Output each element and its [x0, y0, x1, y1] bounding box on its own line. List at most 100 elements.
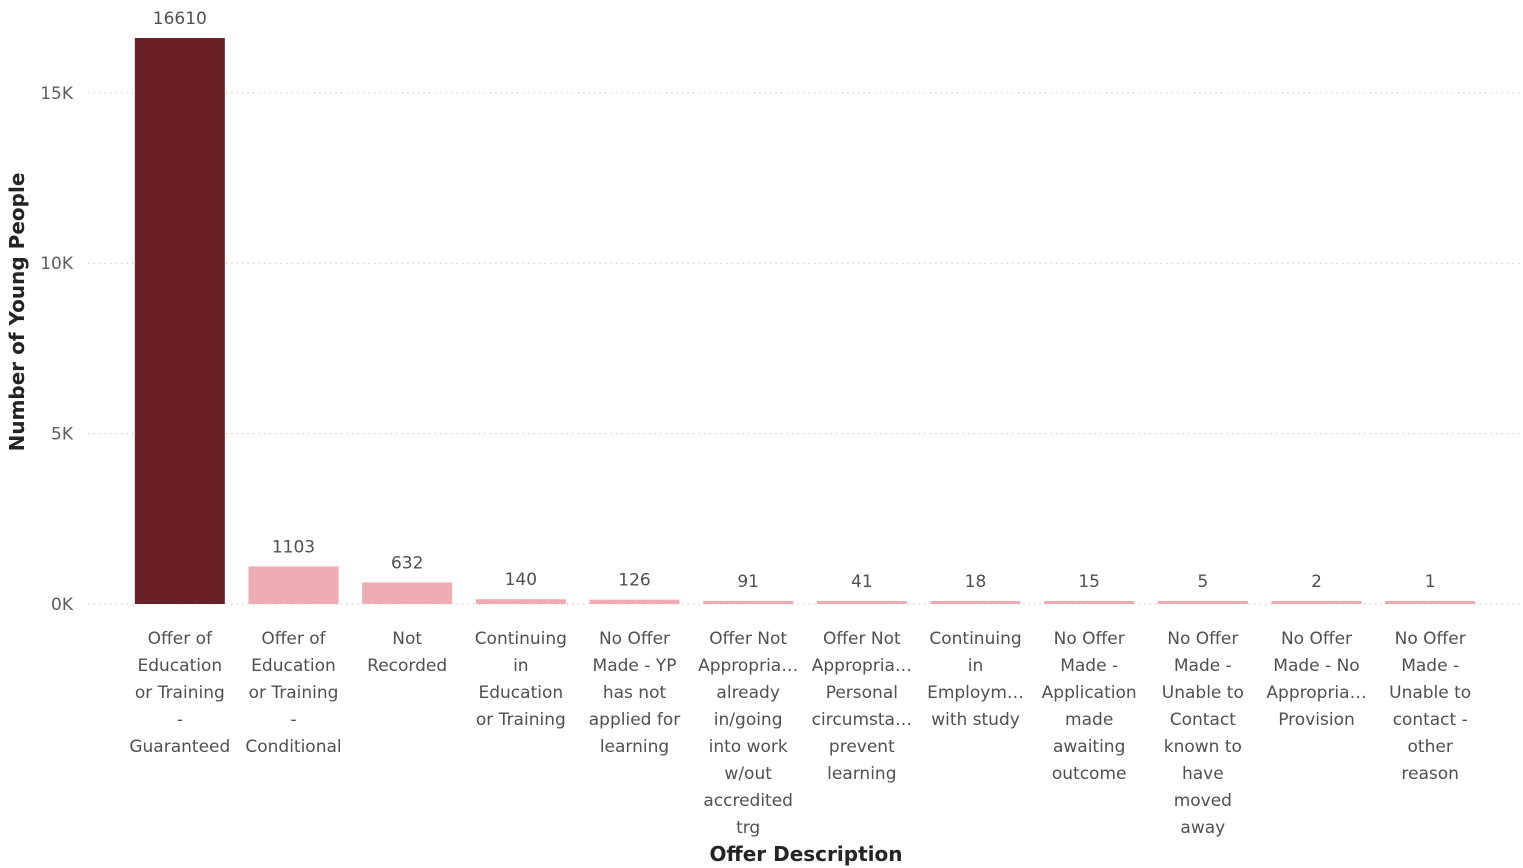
category-label: No Offer Made - Unable to contact - other rea… [1389, 629, 1471, 784]
bar[interactable] [930, 601, 1021, 604]
bar[interactable] [1271, 601, 1362, 604]
category-label-line: Provision [1278, 710, 1355, 730]
category-label-line: have [1182, 764, 1224, 784]
category-label-line: learning [827, 764, 896, 784]
category-label-line: in [968, 656, 984, 676]
data-labels: 16610 1103 632 140 126 91 41 18 15 5 2 1 [153, 9, 1436, 592]
category-label-line: or Training [249, 683, 339, 703]
category-label-line: accredited [703, 791, 793, 811]
bar[interactable] [703, 600, 794, 604]
x-axis-categories: Offer of Education or Training -GuaranteedO… [129, 629, 1471, 838]
bar[interactable] [362, 582, 453, 604]
category-label-line: No Offer [1054, 629, 1125, 649]
category-label-line: Education [138, 656, 223, 676]
bar[interactable] [475, 599, 566, 604]
category-label-line: Application [1042, 683, 1137, 703]
category-label-line: Guaranteed [129, 737, 230, 757]
category-label: Continuing in Education or Training [475, 629, 567, 730]
category-label-line: Continuing [475, 629, 567, 649]
category-label-line: away [1180, 818, 1225, 838]
category-label-line: No Offer [1281, 629, 1352, 649]
category-label-line: Continuing [929, 629, 1021, 649]
data-label: 632 [391, 553, 423, 573]
category-label-line: applied for [589, 710, 680, 730]
category-label-line: Offer of [148, 629, 213, 649]
category-label-line: already [716, 683, 779, 703]
category-label: No Offer Made - No Appropria… Provision [1266, 629, 1366, 730]
bar[interactable] [248, 566, 339, 604]
category-label-line: No Offer [1167, 629, 1238, 649]
category-label-line: Conditional [245, 737, 341, 757]
category-label-line: Contact [1170, 710, 1236, 730]
category-label-line: Made - [1174, 656, 1232, 676]
bar[interactable] [589, 599, 680, 604]
data-label: 15 [1078, 572, 1100, 592]
y-tick-label: 0K [51, 595, 74, 615]
category-label-line: Made - YP [593, 656, 677, 676]
bars [134, 38, 1476, 604]
data-label: 126 [618, 571, 650, 591]
category-label-line: learning [600, 737, 669, 757]
bar[interactable] [1157, 601, 1248, 604]
category-label-line: Unable to [1162, 683, 1244, 703]
data-label: 16610 [153, 9, 207, 29]
category-label-line: trg [736, 818, 760, 838]
category-label-line: or Training [135, 683, 225, 703]
category-label: Offer Not Appropria… Personal circumsta… pre… [812, 629, 912, 784]
category-label-line: Offer Not [709, 629, 787, 649]
category-label-line: awaiting [1053, 737, 1125, 757]
category-label-line: Education [479, 683, 564, 703]
category-label-line: contact - [1393, 710, 1468, 730]
category-label-line: circumsta… [812, 710, 912, 730]
gridlines [88, 92, 1520, 605]
category-label-line: Made - [1401, 656, 1459, 676]
y-axis-title: Number of Young People [5, 173, 29, 452]
category-label-line: made [1065, 710, 1113, 730]
x-axis-title: Offer Description [710, 842, 903, 866]
category-label-line: with study [931, 710, 1020, 730]
category-label: No Offer Made - Application made awaiting out… [1042, 629, 1137, 784]
category-label-line: Made - [1060, 656, 1118, 676]
data-label: 2 [1311, 572, 1322, 592]
category-label: Continuing in Employm… with study [927, 629, 1024, 730]
category-label-line: Appropria… [812, 656, 912, 676]
category-label-line: - [177, 710, 183, 730]
category-label-line: Offer Not [823, 629, 901, 649]
category-label-line: Unable to [1389, 683, 1471, 703]
category-label-line: or Training [476, 710, 566, 730]
bar[interactable] [816, 601, 907, 604]
y-tick-label: 15K [40, 84, 74, 104]
category-label-line: prevent [829, 737, 895, 757]
bar[interactable] [1044, 601, 1135, 604]
category-label-line: Made - No [1273, 656, 1359, 676]
category-label-line: moved [1174, 791, 1232, 811]
category-label: Offer of Education or Training - Guaranteed [129, 629, 230, 757]
category-label-line: has not [603, 683, 667, 703]
category-label-line: Appropria… [698, 656, 798, 676]
bar[interactable] [1385, 601, 1476, 604]
category-label: No Offer Made - Unable to Contact known to ha… [1162, 629, 1244, 838]
category-label-line: w/out [724, 764, 772, 784]
bar[interactable] [134, 38, 225, 604]
category-label-line: into work [709, 737, 788, 757]
category-label-line: in/going [714, 710, 783, 730]
y-tick-label: 10K [40, 254, 74, 274]
category-label: Not Recorded [367, 629, 447, 676]
category-label: No Offer Made - YP has not applied for learn… [589, 629, 680, 757]
data-label: 18 [965, 572, 987, 592]
data-label: 5 [1197, 572, 1208, 592]
category-label-line: in [513, 656, 529, 676]
category-label-line: Recorded [367, 656, 447, 676]
category-label-line: known to [1164, 737, 1242, 757]
category-label-line: other [1408, 737, 1453, 757]
category-label-line: Offer of [261, 629, 326, 649]
category-label-line: No Offer [1395, 629, 1466, 649]
category-label-line: reason [1401, 764, 1459, 784]
data-label: 1 [1425, 572, 1436, 592]
category-label-line: outcome [1052, 764, 1127, 784]
category-label-line: Not [392, 629, 422, 649]
data-label: 91 [737, 572, 759, 592]
data-label: 140 [505, 570, 537, 590]
category-label: Offer Not Appropria… already in/going into w… [698, 629, 798, 838]
